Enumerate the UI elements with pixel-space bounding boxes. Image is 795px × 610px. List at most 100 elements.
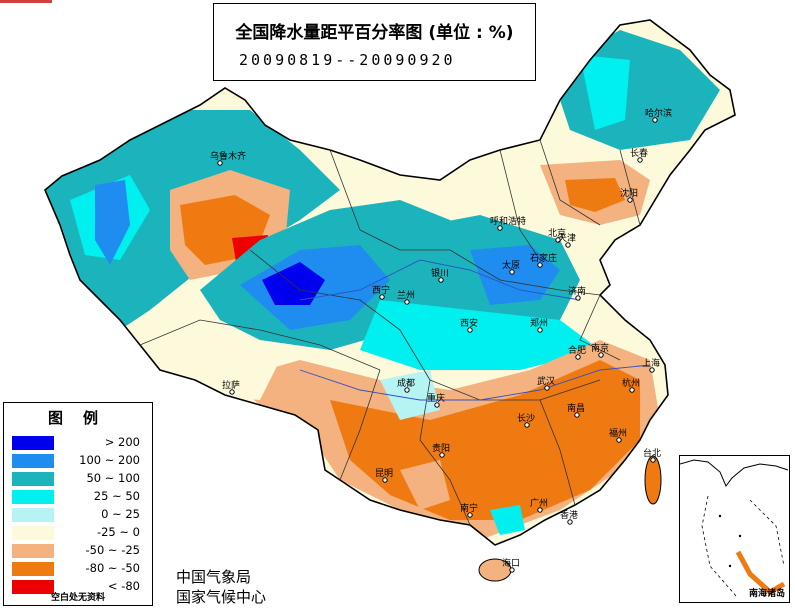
city-marker (217, 160, 223, 166)
corner-mark (0, 0, 52, 3)
legend-range: 100 ~ 200 (79, 453, 140, 467)
city-marker (567, 519, 573, 525)
legend-row: > 200 (12, 435, 152, 451)
city-label: 北京 (548, 227, 566, 239)
city-label: 长沙 (517, 412, 535, 424)
city-marker (229, 389, 235, 395)
taiwan-island (644, 455, 662, 505)
map-title: 全国降水量距平百分率图 (单位 : %) (235, 23, 514, 43)
city-label: 银川 (431, 267, 449, 279)
city-marker (434, 402, 440, 408)
city-marker (438, 277, 444, 283)
city-marker (467, 512, 473, 518)
city-label: 哈尔滨 (645, 107, 672, 119)
agency-ncc: 国家气候中心 (176, 588, 267, 606)
legend-row: 100 ~ 200 (12, 453, 152, 469)
south-china-sea-inset: 南海诸岛 (679, 455, 790, 603)
agency-cma: 中国气象局 (176, 568, 252, 586)
city-label: 长春 (630, 147, 648, 159)
legend-row: 25 ~ 50 (12, 489, 152, 505)
legend-swatch (12, 508, 54, 522)
legend-range: > 200 (104, 435, 140, 449)
legend-swatch (12, 454, 54, 468)
city-marker (379, 294, 385, 300)
city-label: 石家庄 (530, 252, 557, 264)
legend-swatch (12, 490, 54, 504)
city-label: 广州 (530, 497, 548, 509)
city-marker (439, 452, 445, 458)
legend-range: 50 ~ 100 (86, 471, 140, 485)
legend-row: 0 ~ 25 (12, 507, 152, 523)
legend-range: -25 ~ 0 (96, 525, 140, 539)
city-marker (509, 269, 515, 275)
national-border (44, 19, 736, 546)
city-label: 郑州 (530, 317, 548, 329)
city-label: 成都 (397, 377, 415, 389)
city-marker (467, 327, 473, 333)
city-marker (565, 242, 571, 248)
city-label: 沈阳 (620, 187, 638, 199)
legend-range: 0 ~ 25 (101, 507, 140, 521)
city-label: 太原 (502, 259, 520, 271)
inset-map (679, 459, 789, 597)
legend-swatch (12, 436, 54, 450)
legend-row: -25 ~ 0 (12, 525, 152, 541)
city-label: 杭州 (622, 377, 640, 389)
city-label: 乌鲁木齐 (210, 150, 246, 162)
city-marker (555, 237, 561, 243)
legend-row: -80 ~ -50 (12, 561, 152, 577)
title-box: 全国降水量距平百分率图 (单位 : %) 20090819--20090920 (213, 3, 536, 81)
city-marker (650, 457, 656, 463)
legend-swatch (12, 562, 54, 576)
legend-row: 50 ~ 100 (12, 471, 152, 487)
city-label: 海口 (502, 557, 520, 569)
city-label: 合肥 (568, 344, 586, 356)
legend-swatch (12, 544, 54, 558)
city-marker (404, 299, 410, 305)
city-marker (537, 327, 543, 333)
city-marker (575, 295, 581, 301)
city-label: 重庆 (427, 392, 445, 404)
city-marker (598, 352, 604, 358)
city-marker (382, 477, 388, 483)
legend-range: 25 ~ 50 (93, 489, 140, 503)
rivers (299, 259, 651, 401)
city-marker (544, 385, 550, 391)
inset-label: 南海诸岛 (748, 589, 785, 599)
city-label: 拉萨 (222, 379, 240, 391)
city-marker (652, 117, 658, 123)
city-label: 天津 (558, 233, 576, 244)
city-label: 兰州 (397, 289, 415, 301)
city-label: 台北 (643, 447, 661, 459)
city-label: 济南 (568, 285, 586, 297)
city-label: 上海 (642, 357, 660, 369)
city-label: 南宁 (460, 502, 478, 514)
city-marker (637, 157, 643, 163)
city-marker (575, 354, 581, 360)
city-label: 西宁 (372, 284, 390, 296)
city-marker (616, 437, 622, 443)
legend-swatch (12, 526, 54, 540)
legend-range: < -80 (107, 579, 140, 593)
city-marker (627, 197, 633, 203)
legend: 图例 > 200 100 ~ 200 50 ~ 100 25 ~ 50 0 ~ 25 -2… (3, 402, 153, 606)
city-marker (574, 412, 580, 418)
city-marker (537, 507, 543, 513)
legend-range: -50 ~ -25 (85, 543, 140, 557)
city-marker (509, 567, 515, 573)
legend-title: 图例 (47, 409, 118, 427)
city-marker (497, 225, 503, 231)
city-label: 武汉 (537, 375, 555, 387)
city-label: 西安 (460, 317, 478, 329)
date-range: 20090819--20090920 (239, 51, 456, 69)
city-label: 香港 (560, 509, 578, 521)
city-label: 贵阳 (432, 442, 450, 454)
city-marker (524, 422, 530, 428)
city-label: 南京 (591, 342, 609, 354)
city-marker (649, 367, 655, 373)
city-marker (404, 387, 410, 393)
legend-range: -80 ~ -50 (85, 561, 140, 575)
city-marker (537, 262, 543, 268)
legend-swatch (12, 472, 54, 486)
